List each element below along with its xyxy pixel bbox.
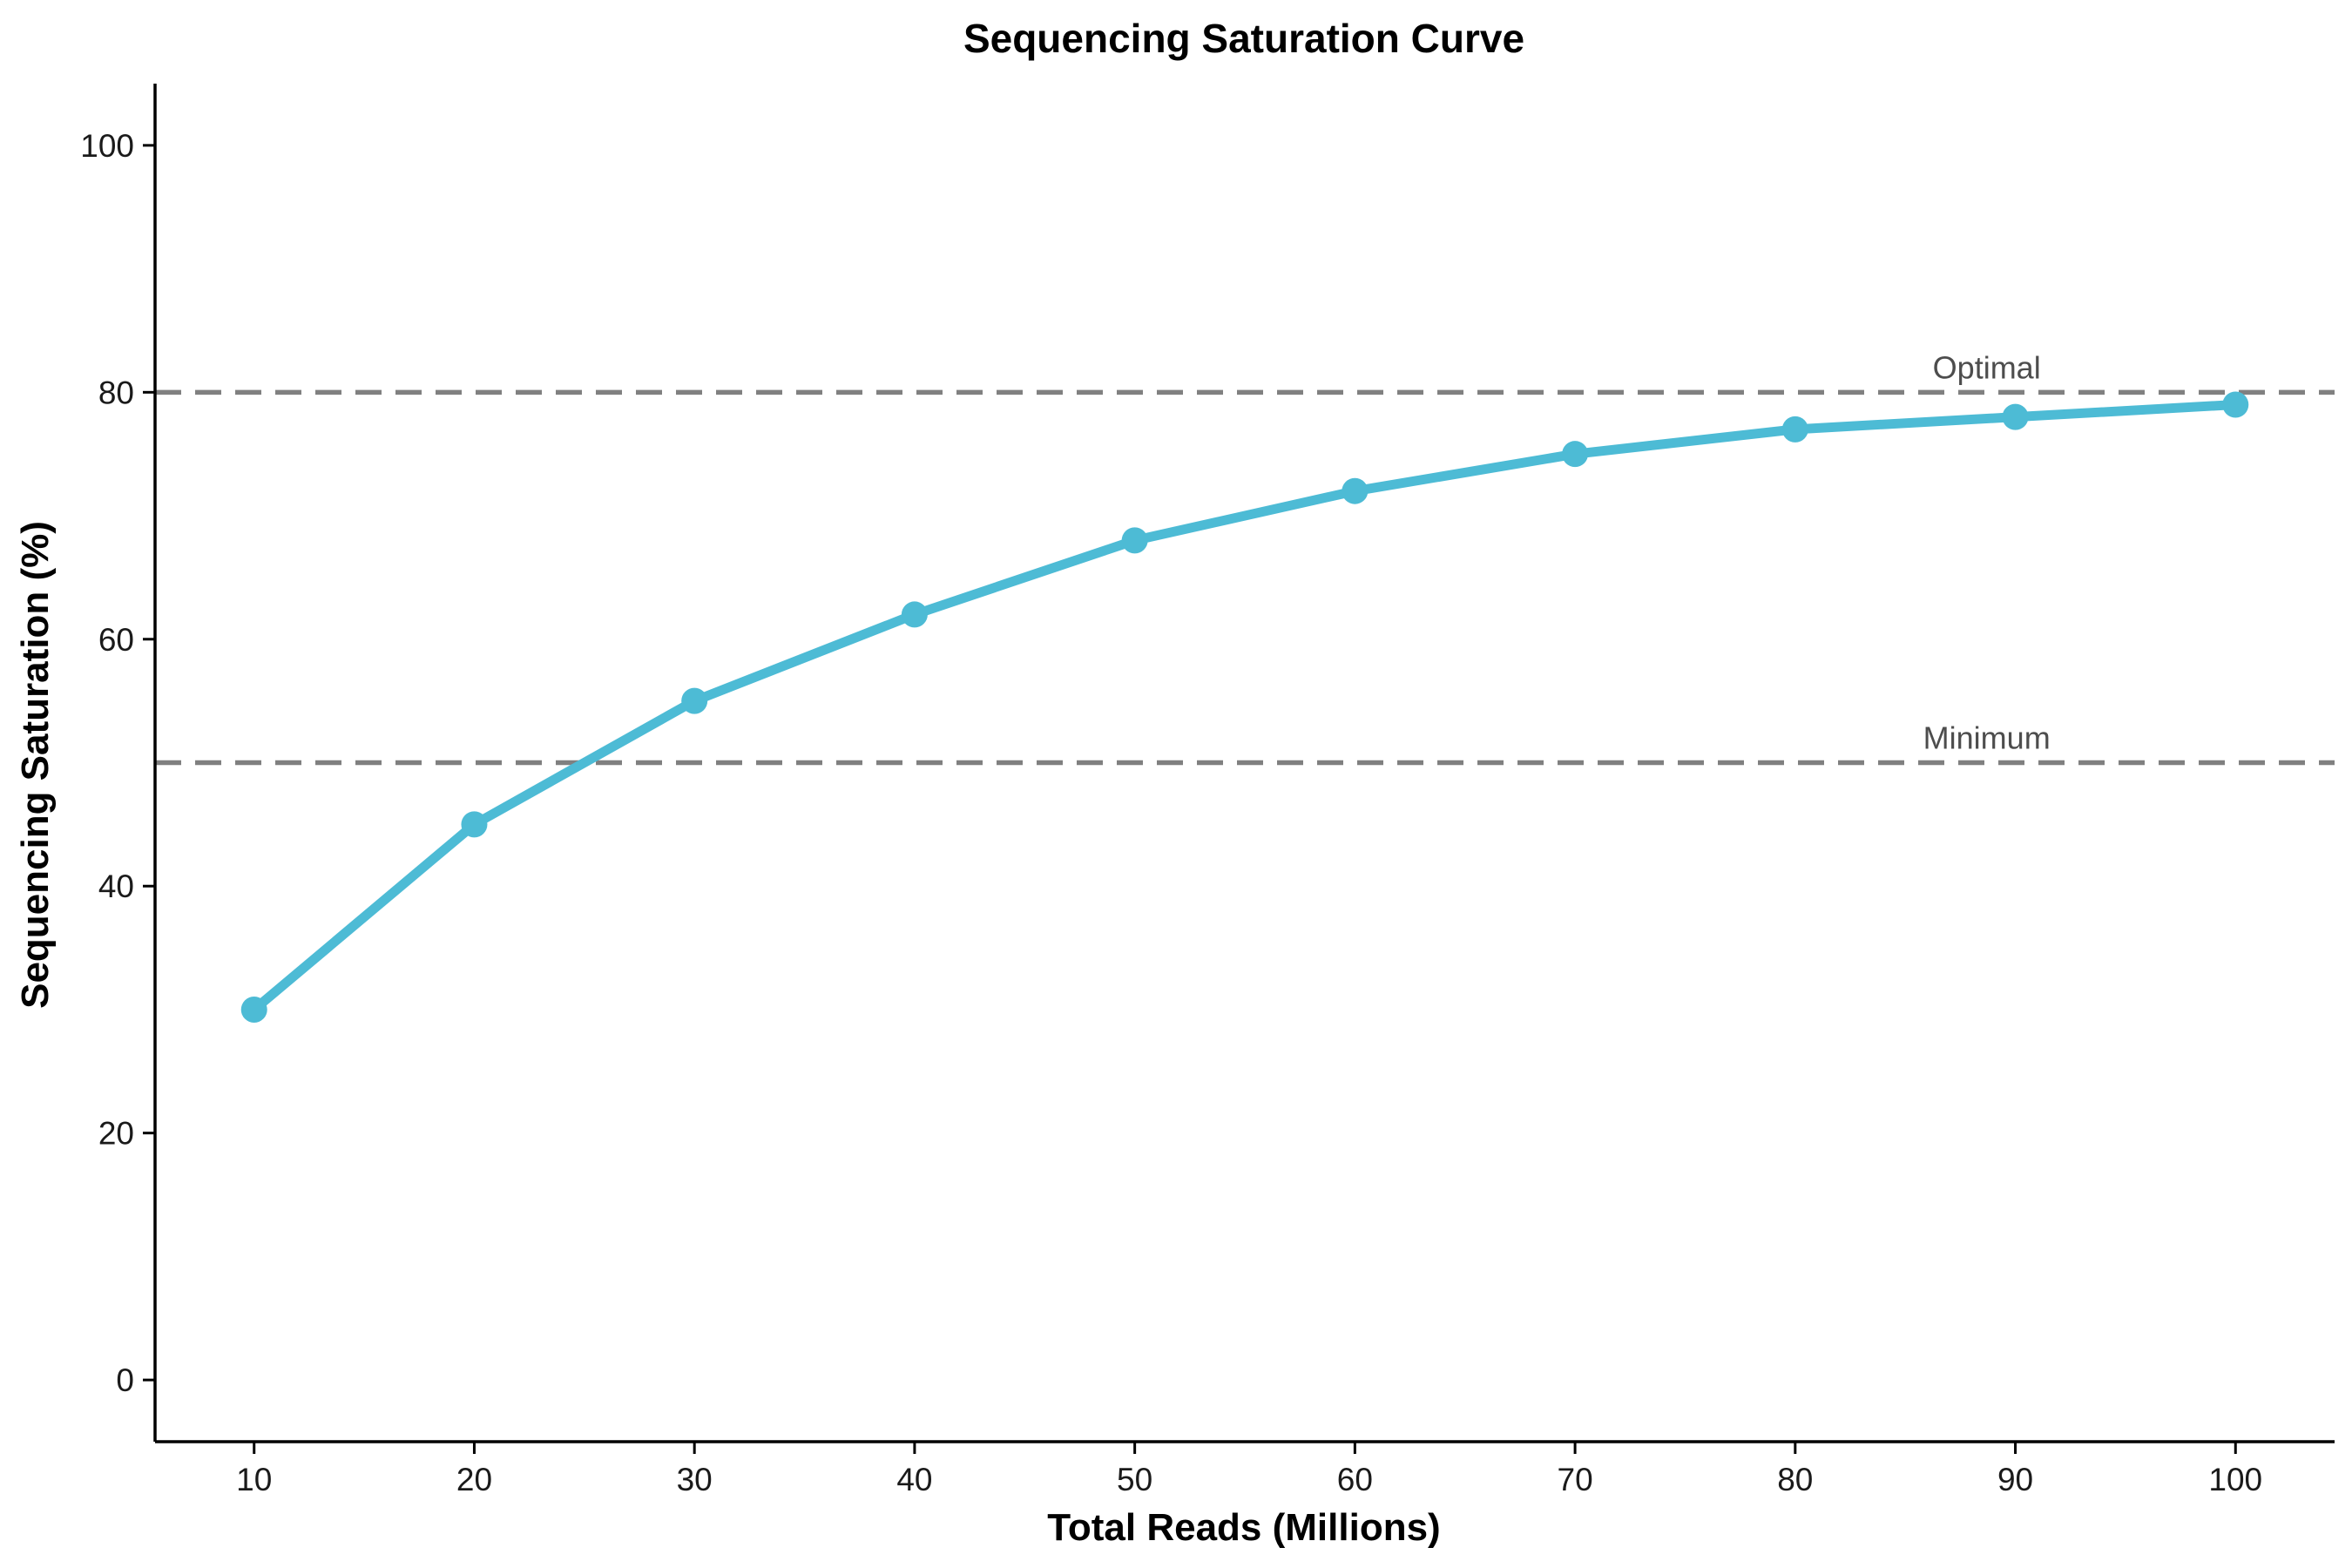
series-line <box>249 399 2240 1015</box>
data-point <box>2002 403 2029 430</box>
y-tick-label: 60 <box>98 622 134 658</box>
y-axis-title: Sequencing Saturation (%) <box>14 521 57 1009</box>
y-tick-label: 80 <box>98 375 134 410</box>
reference-label-optimal: Optimal <box>1933 349 2041 385</box>
data-point <box>1562 441 1589 468</box>
x-tick-label: 30 <box>677 1462 713 1497</box>
data-point <box>461 811 488 838</box>
chart-title: Sequencing Saturation Curve <box>963 16 1524 61</box>
reference-label-minimum: Minimum <box>1923 720 2051 756</box>
x-tick-label: 60 <box>1337 1462 1373 1497</box>
data-point <box>1342 477 1369 504</box>
data-point <box>1121 527 1148 554</box>
x-tick-label: 10 <box>236 1462 272 1497</box>
x-tick-label: 100 <box>2208 1462 2262 1497</box>
data-point <box>1781 416 1808 443</box>
y-tick-label: 40 <box>98 868 134 904</box>
x-tick-label: 90 <box>1997 1462 2033 1497</box>
y-tick-label: 20 <box>98 1116 134 1152</box>
x-tick-label: 40 <box>896 1462 932 1497</box>
x-tick-label: 20 <box>456 1462 492 1497</box>
y-tick-label: 100 <box>80 128 134 164</box>
y-tick-label: 0 <box>116 1362 134 1398</box>
reference-lines: Optimal Minimum <box>155 349 2335 766</box>
data-point <box>901 601 928 628</box>
data-point <box>2222 391 2249 418</box>
x-tick-label: 80 <box>1777 1462 1813 1497</box>
data-point <box>240 996 267 1023</box>
data-point <box>681 687 708 714</box>
series-layer <box>240 391 2249 1023</box>
axes: 0 20 40 60 80 100 10 20 30 40 50 60 70 80 90 100 <box>80 84 2335 1497</box>
x-tick-label: 50 <box>1117 1462 1152 1497</box>
x-tick-label: 70 <box>1558 1462 1593 1497</box>
x-axis-title: Total Reads (Millions) <box>1047 1506 1440 1549</box>
